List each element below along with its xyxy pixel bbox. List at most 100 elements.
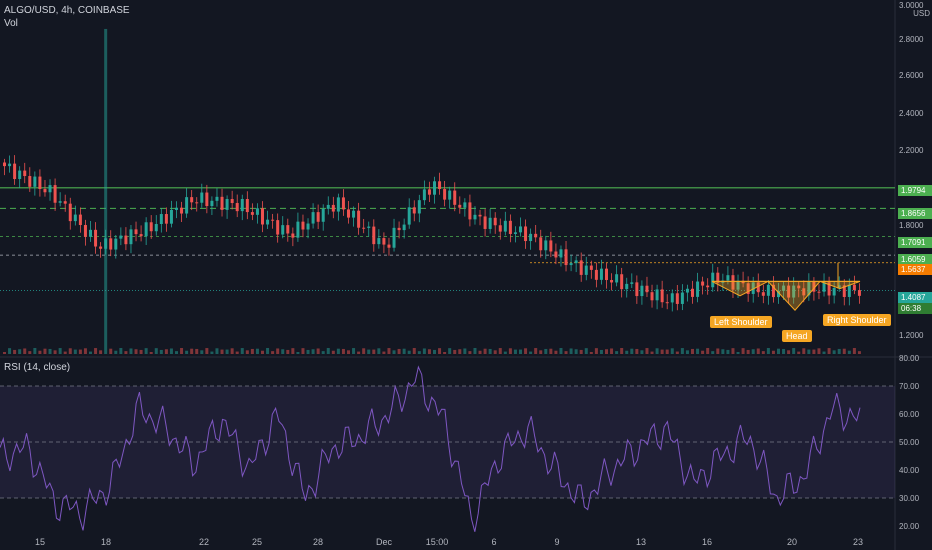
candle-body: [316, 212, 320, 222]
volume-bar: [271, 351, 275, 354]
volume-bar: [488, 348, 492, 354]
candle-body: [48, 185, 52, 193]
volume-bar: [615, 351, 619, 354]
candle-body: [397, 227, 401, 231]
volume-bar: [584, 348, 588, 354]
volume-bar: [372, 349, 376, 354]
volume-bar: [129, 348, 133, 354]
volume-bar: [696, 348, 700, 354]
candle-body: [594, 269, 598, 280]
volume-label[interactable]: Vol: [4, 18, 18, 29]
volume-bar: [777, 348, 780, 354]
volume-bar: [574, 349, 578, 354]
volume-bar: [321, 351, 325, 354]
volume-bar: [731, 348, 735, 354]
volume-bar: [473, 348, 477, 354]
candle-body: [336, 197, 340, 212]
volume-bar: [721, 349, 725, 354]
candle-body: [635, 282, 639, 297]
volume-bar: [559, 348, 563, 354]
candle-body: [716, 272, 720, 283]
candle-body: [559, 249, 563, 258]
volume-bar: [761, 351, 765, 354]
candle-body: [73, 214, 77, 222]
volume-bar: [427, 349, 431, 354]
volume-bar: [382, 351, 386, 354]
volume-bar: [225, 349, 229, 354]
candle-body: [89, 229, 92, 237]
candle-body: [195, 202, 199, 204]
candle-body: [43, 189, 47, 193]
candle-body: [524, 226, 528, 242]
candle-body: [119, 235, 123, 239]
candle-body: [453, 190, 457, 205]
candle-body: [164, 214, 168, 224]
candle-body: [584, 265, 588, 275]
level-tag: 1.6059: [898, 254, 932, 265]
volume-bar: [341, 348, 345, 354]
candle-body: [210, 200, 214, 207]
candle-body: [18, 170, 22, 180]
candle-body: [711, 272, 715, 288]
candle-body: [589, 265, 593, 270]
volume-bar: [706, 348, 710, 354]
candle-body: [736, 280, 740, 290]
candle-body: [478, 214, 482, 217]
candle-body: [266, 219, 270, 225]
volume-bar: [276, 348, 280, 354]
volume-bar: [807, 349, 811, 354]
candle-body: [508, 220, 512, 234]
candle-body: [352, 210, 356, 218]
volume-bar: [438, 348, 442, 354]
volume-bar: [579, 349, 583, 354]
volume-bar: [508, 348, 512, 354]
volume-bar: [104, 28, 108, 354]
symbol-title[interactable]: ALGO/USD, 4h, COINBASE: [4, 5, 130, 16]
candle-body: [99, 246, 103, 249]
volume-bar: [756, 348, 760, 354]
candle-body: [392, 227, 396, 248]
volume-bar: [245, 350, 249, 354]
candle-body: [812, 281, 816, 292]
candle-body: [362, 227, 366, 229]
candle-body: [731, 275, 735, 290]
volume-bar: [190, 348, 194, 354]
volume-bar: [109, 348, 113, 354]
volume-bar: [159, 349, 163, 354]
candle-body: [797, 285, 801, 289]
rsi-label[interactable]: RSI (14, close): [4, 362, 71, 373]
candle-body: [427, 189, 431, 195]
volume-bar: [291, 348, 295, 354]
volume-bar: [539, 350, 543, 354]
candle-body: [706, 285, 710, 288]
candle-body: [169, 209, 173, 224]
candle-body: [792, 285, 796, 298]
candle-body: [94, 229, 98, 247]
volume-bar: [771, 350, 775, 354]
candle-body: [620, 274, 624, 290]
candle-body: [443, 189, 447, 200]
volume-bar: [240, 348, 244, 354]
candle-body: [777, 290, 780, 298]
volume-bar: [483, 348, 487, 354]
candle-body: [665, 302, 669, 304]
x-tick: 9: [554, 537, 560, 547]
volume-bar: [782, 348, 786, 354]
candle-body: [68, 203, 72, 222]
volume-bar: [549, 348, 553, 354]
candle-body: [159, 214, 163, 225]
x-tick: 23: [852, 537, 864, 547]
volume-bar: [493, 350, 497, 354]
candlesticks: [3, 155, 861, 312]
volume-bar: [741, 348, 745, 354]
volume-bar: [3, 352, 6, 354]
volume-bar: [43, 348, 47, 354]
volume-bar: [357, 351, 361, 354]
candle-body: [245, 198, 249, 213]
candle-body: [513, 232, 517, 234]
volume-bar: [387, 348, 391, 354]
candle-body: [331, 204, 335, 212]
candle-body: [701, 281, 705, 286]
